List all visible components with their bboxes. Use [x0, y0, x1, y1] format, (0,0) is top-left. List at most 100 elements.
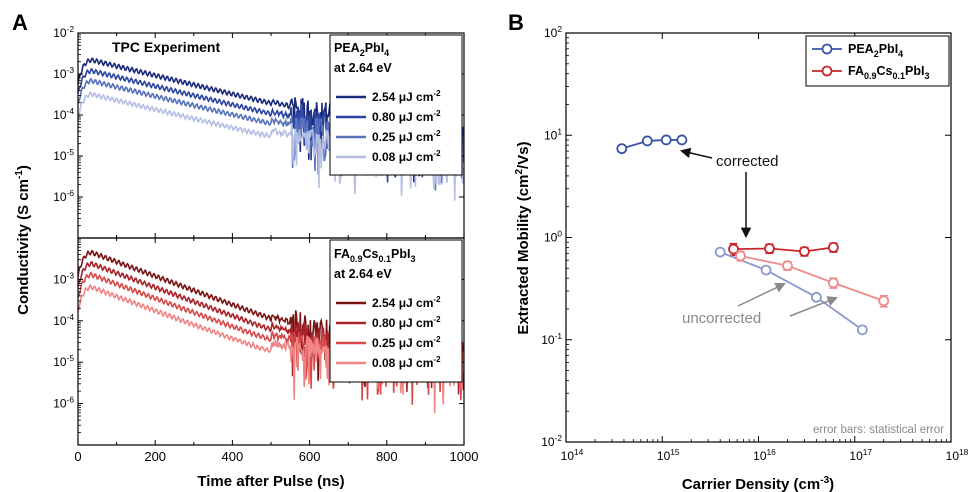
y-tick-label-exp: -2 [67, 24, 75, 34]
legend-value: 0.08 [372, 356, 399, 370]
legend-label: 0.08 μJ cm-2 [372, 355, 441, 370]
legend-value: 0.25 [372, 336, 399, 350]
legend-title-base: Cs [363, 247, 379, 261]
y-tick-label-exp: -6 [67, 395, 75, 405]
data-point [641, 135, 653, 147]
data-point [799, 246, 810, 257]
panel-a-ylabel: Conductivity (S cm-1) [14, 165, 32, 315]
legend-value: 2.54 [372, 90, 399, 104]
legend-title-sub: 2 [874, 49, 879, 59]
legend-unit: μJ cm [399, 110, 434, 124]
legend-title-sub: 0.1 [378, 254, 391, 264]
panel-b-xlabel: Carrier Density (cm-3) [682, 475, 834, 492]
legend-label: 2.54 μJ cm-2 [372, 89, 441, 104]
data-point [728, 243, 739, 255]
legend-label: 0.25 μJ cm-2 [372, 335, 441, 350]
series-line [740, 255, 885, 302]
data-point [827, 242, 839, 253]
legend-title-base: FA [334, 247, 350, 261]
x-tick-label-exp: 16 [767, 447, 777, 457]
legend-unit-exp: -2 [433, 355, 441, 364]
arrow-uncorrected-1 [737, 282, 786, 307]
y-tick-label-base: 10 [53, 149, 67, 163]
x-tick-label-base: 10 [561, 449, 575, 463]
legend-unit: μJ cm [399, 150, 434, 164]
legend-title-sub: 3 [924, 71, 929, 81]
y-tick-label: 102 [544, 24, 562, 40]
y-tick-label-base: 10 [544, 128, 558, 142]
x-tick-label: 600 [299, 449, 321, 464]
data-point [764, 243, 775, 254]
annotation-corrected: corrected [716, 153, 779, 170]
x-tick-label-base: 10 [946, 449, 960, 463]
legend-title-sub: 2 [360, 48, 365, 58]
y-tick-label-base: 10 [53, 26, 67, 40]
y-tick-label-exp: -4 [67, 106, 75, 116]
legend-subtitle-top: at 2.64 eV [334, 61, 392, 75]
legend-unit: μJ cm [399, 356, 434, 370]
x-tick-label-exp: 18 [959, 447, 969, 457]
panel-a-top-legend: PEA2PbI4 at 2.64 eV 2.54 μJ cm-20.80 μJ … [329, 34, 463, 176]
panel-a-bottom-legend: FA0.9Cs0.1PbI3 at 2.64 eV 2.54 μJ cm-20.… [329, 239, 463, 383]
panel-a-bottom-chart: 10-610-510-410-30 200 400 600 800 1000 FA0.9C… [53, 237, 479, 490]
x-tick-label: 0 [74, 449, 81, 464]
legend-label: 0.08 μJ cm-2 [372, 149, 441, 164]
y-tick-label: 10-4 [53, 312, 74, 328]
y-tick-label-exp: -5 [67, 353, 75, 363]
data-point [760, 264, 772, 276]
legend-unit-exp: -2 [433, 89, 441, 98]
x-tick-label: 200 [144, 449, 166, 464]
x-tick-label-base: 10 [753, 449, 767, 463]
x-tick-label: 400 [222, 449, 244, 464]
legend-value: 0.80 [372, 316, 399, 330]
legend-title-base: FA [848, 64, 864, 78]
x-tick-label-base: 10 [657, 449, 671, 463]
y-tick-label-exp: -3 [67, 270, 75, 280]
legend-label: 2.54 μJ cm-2 [372, 295, 441, 310]
y-tick-label-exp: -4 [67, 312, 75, 322]
y-tick-label-base: 10 [53, 190, 67, 204]
legend-title-sub: 4 [898, 49, 903, 59]
x-tick-label-exp: 14 [574, 447, 584, 457]
legend-unit-exp: -2 [433, 295, 441, 304]
series-line [733, 246, 834, 253]
legend-unit: μJ cm [399, 130, 434, 144]
y-tick-label: 10-5 [53, 353, 74, 369]
x-tick-label: 1018 [946, 447, 969, 463]
legend-unit: μJ cm [399, 296, 434, 310]
series-line [621, 139, 682, 150]
y-tick-label: 10-5 [53, 147, 74, 163]
legend-label: 0.80 μJ cm-2 [372, 315, 441, 330]
panel-a-top-chart: 10-610-510-410-310-2 TPC Experiment PEA2… [53, 24, 465, 239]
legend-unit: μJ cm [399, 90, 434, 104]
annotation-uncorrected: uncorrected [682, 310, 761, 327]
legend-unit-exp: -2 [433, 335, 441, 344]
data-point [676, 134, 688, 146]
x-tick-label: 1014 [561, 447, 584, 463]
y-tick-label: 10-3 [53, 65, 74, 81]
legend-label: PEA2PbI4 [848, 42, 903, 59]
y-tick-label: 10-6 [53, 395, 74, 411]
x-tick-label: 1016 [753, 447, 776, 463]
legend-unit-exp: -2 [433, 315, 441, 324]
legend-title-sub: 0.9 [350, 254, 363, 264]
legend-label: 0.80 μJ cm-2 [372, 109, 441, 124]
legend-title-base: PEA [334, 41, 360, 55]
legend-value: 0.80 [372, 110, 399, 124]
y-tick-label: 10-6 [53, 188, 74, 204]
x-tick-label-exp: 15 [670, 447, 680, 457]
x-tick-label: 1000 [450, 449, 479, 464]
legend-title-pea: PEA2PbI4 [334, 41, 389, 58]
legend-title-fa: FA0.9Cs0.1PbI3 [334, 247, 415, 264]
arrow-corrected-1 [679, 147, 713, 159]
legend-title-base: PEA [848, 42, 874, 56]
y-tick-label-base: 10 [53, 67, 67, 81]
legend-title-base: PbI [905, 64, 924, 78]
x-tick-label: 1015 [657, 447, 680, 463]
y-tick-label-base: 10 [53, 272, 67, 286]
y-tick-label-exp: 1 [557, 126, 562, 136]
y-tick-label-base: 10 [544, 231, 558, 245]
y-tick-label-exp: 0 [557, 229, 562, 239]
